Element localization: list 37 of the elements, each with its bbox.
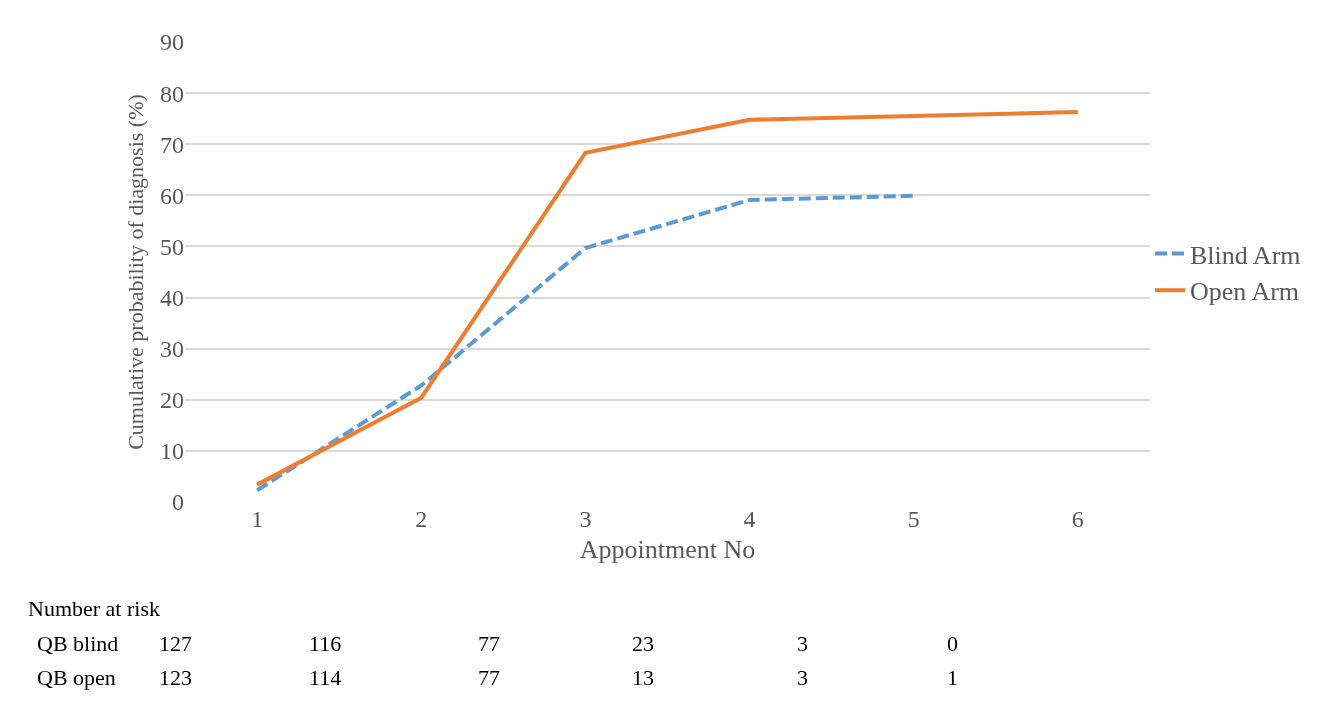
text: 77 [478, 631, 500, 656]
text: 13 [632, 665, 654, 690]
text: 3 [797, 665, 808, 690]
y-tick-label: 70 [160, 131, 184, 158]
x-tick-label: 4 [743, 506, 756, 532]
text: Number at risk [28, 596, 160, 621]
y-tick-label: 50 [160, 233, 184, 260]
text: QB blind [37, 631, 119, 656]
text: 123 [159, 665, 192, 690]
y-tick-label: 0 [172, 489, 184, 516]
y-tick-label: 60 [160, 182, 184, 209]
x-tick-label: 6 [1071, 506, 1084, 532]
x-tick-label: 3 [579, 506, 592, 532]
text: 0 [947, 631, 958, 656]
line-series [255, 193, 916, 493]
legend-label: Blind Arm [1190, 240, 1301, 270]
text: 3 [797, 631, 808, 656]
x-tick-label: 1 [251, 506, 264, 532]
x-axis-title: Appointment No [579, 534, 756, 564]
y-tick-label: 80 [160, 80, 184, 107]
text: 77 [478, 665, 500, 690]
x-tick-label: 5 [907, 506, 920, 532]
text: 1 [947, 665, 958, 690]
text: QB open [37, 665, 116, 690]
text: 114 [309, 665, 342, 690]
x-tick-label: 2 [415, 506, 428, 532]
y-tick-label: 20 [160, 387, 184, 414]
y-tick-label: 10 [160, 438, 184, 465]
text: 116 [309, 631, 342, 656]
text: 23 [632, 631, 654, 656]
y-tick-label: 40 [160, 284, 184, 311]
text: 127 [159, 631, 192, 656]
legend-label: Open Arm [1190, 277, 1300, 307]
line-series [255, 110, 1080, 487]
y-axis-title: Cumulative probability of diagnosis (%) [122, 94, 148, 450]
y-tick-label: 30 [160, 336, 184, 363]
y-tick-label: 90 [160, 29, 184, 56]
